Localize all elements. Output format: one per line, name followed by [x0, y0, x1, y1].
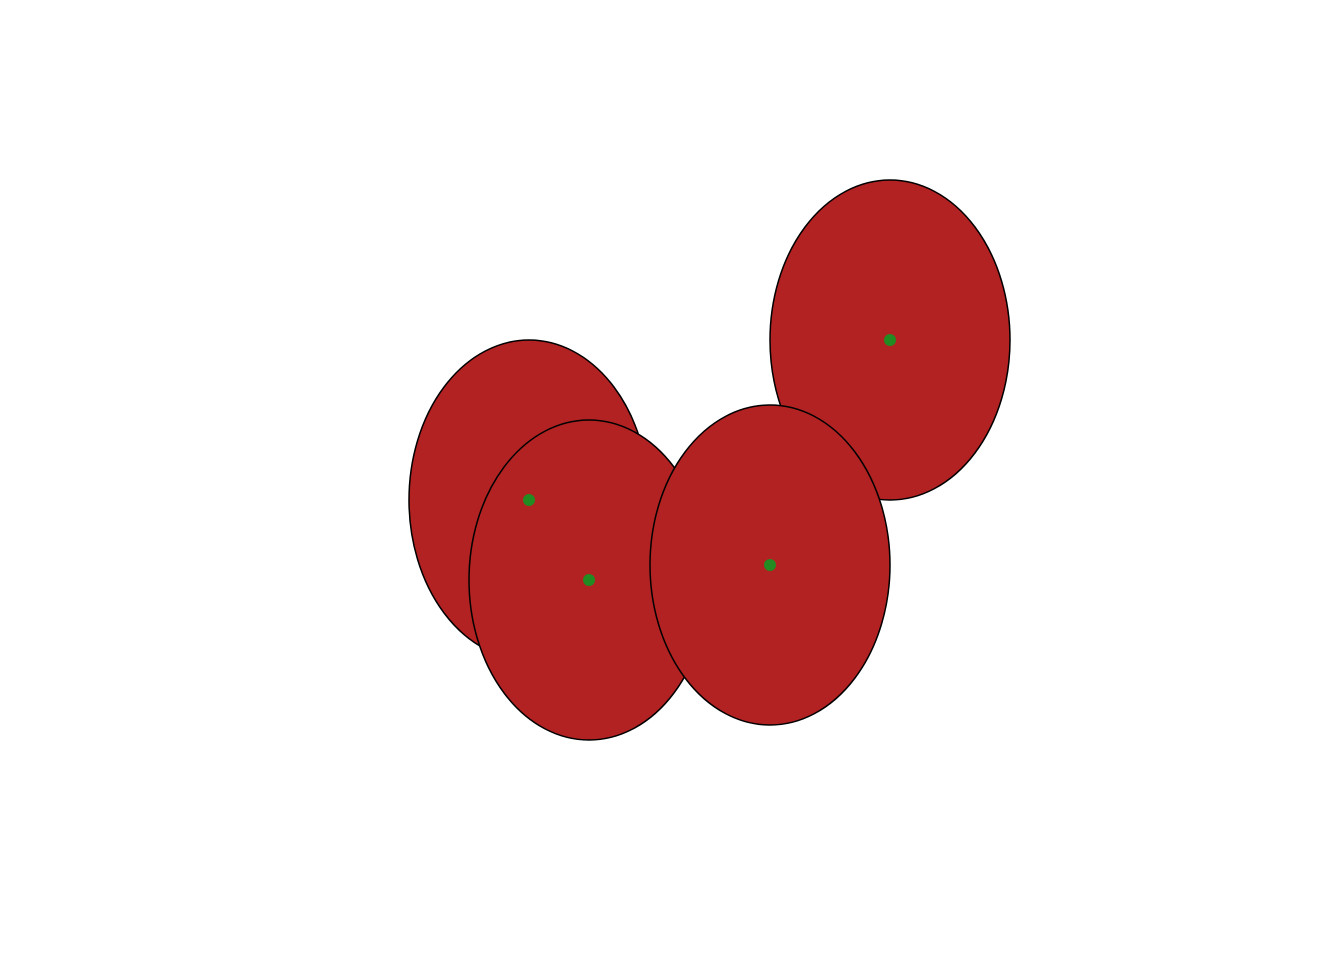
- ellipse-front-left-center-dot: [583, 574, 595, 586]
- ellipse-center-center-dot: [764, 559, 776, 571]
- ellipse-upper-right-center-dot: [884, 334, 896, 346]
- ellipse-left-center-dot: [523, 494, 535, 506]
